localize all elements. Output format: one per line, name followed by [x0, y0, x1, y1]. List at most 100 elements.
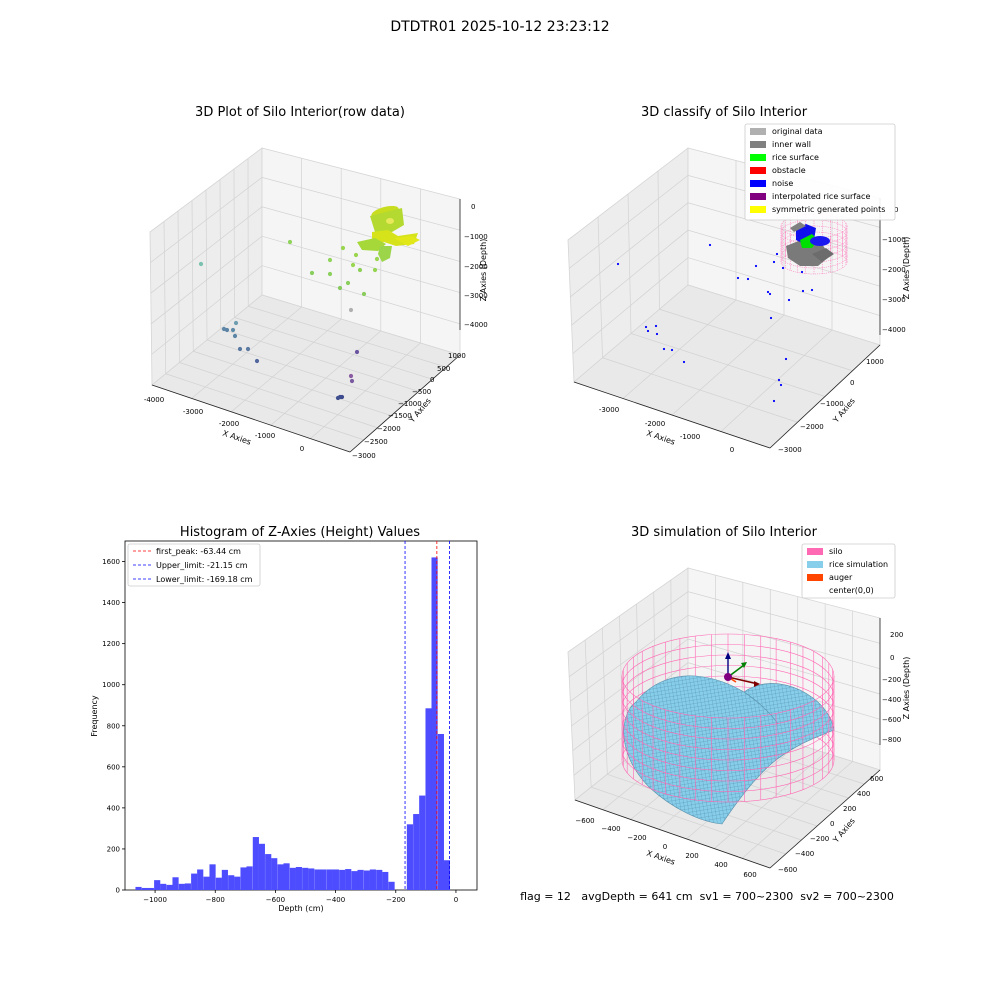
data-point [233, 320, 239, 326]
panel-title: Histogram of Z-Axies (Height) Values [180, 525, 420, 540]
panel-title: 3D classify of Silo Interior [641, 105, 808, 120]
mesh-line [623, 731, 834, 772]
legend-swatch [750, 167, 766, 174]
y-tick-label: 1000 [448, 352, 466, 360]
mesh-line [623, 675, 834, 707]
data-point [245, 346, 251, 352]
grid-line [571, 638, 881, 727]
y-axis-line [769, 769, 881, 869]
x-tick-label: −1000 [143, 896, 167, 904]
legend-label: rice surface [772, 153, 819, 162]
data-point [654, 324, 658, 328]
grid-line [205, 189, 208, 341]
mesh-line [671, 675, 702, 824]
silo-ring [780, 243, 848, 269]
y-tick-label: −3000 [352, 452, 376, 460]
data-point [232, 333, 238, 339]
grid-line [150, 235, 461, 325]
histogram-bar [240, 867, 247, 890]
y-tick-label: −1000 [398, 400, 422, 408]
histogram-bar [147, 887, 154, 890]
data-point [670, 348, 674, 352]
data-point [237, 346, 243, 352]
x-tick-label: 200 [685, 852, 698, 860]
data-point [800, 270, 804, 274]
data-point [644, 325, 648, 329]
grid-line [219, 179, 222, 329]
y-axis-line [769, 344, 881, 449]
grid-line [568, 591, 881, 677]
legend-label: interpolated rice surface [772, 192, 870, 201]
mesh-line [667, 675, 698, 824]
x-tick-label: -2000 [219, 420, 239, 428]
y-tick-label: 0 [850, 379, 854, 387]
y-tick-label: 800 [107, 722, 120, 730]
grid-line [659, 308, 853, 372]
histogram-bar [314, 869, 321, 890]
data-point [345, 280, 351, 286]
data-point [772, 260, 776, 264]
x-tick-label: -3000 [183, 408, 203, 416]
histogram-bar [191, 873, 198, 890]
y-tick-label: −600 [778, 866, 797, 874]
histogram-bar [431, 557, 438, 890]
legend-label: Lower_limit: -169.18 cm [156, 575, 253, 584]
data-point [339, 394, 345, 400]
grid-line [234, 317, 433, 380]
data-point [810, 288, 814, 292]
x-tick-label: −200 [627, 834, 646, 842]
y-tick-label: −3000 [778, 446, 802, 454]
histogram-bar [135, 886, 142, 890]
data-point [779, 383, 783, 387]
y-tick-label: −400 [795, 850, 814, 858]
histogram-bar [203, 876, 210, 890]
panel-simulation-3d: 3D simulation of Silo Interior −600 −400… [567, 525, 911, 879]
mesh-line [623, 699, 834, 740]
y-axis-label: Y Axies [831, 816, 857, 845]
z-tick-label: −4000 [882, 326, 906, 334]
histogram-bars [135, 557, 450, 890]
z-tick-label: −3000 [882, 296, 906, 304]
y-tick-label: 1400 [102, 599, 120, 607]
y-tick-label: −500 [412, 388, 431, 396]
legend-swatch [807, 548, 823, 555]
data-point [777, 378, 781, 382]
y-tick-label: 0 [430, 376, 434, 384]
histogram-bar [252, 837, 259, 890]
grid-line [597, 216, 603, 358]
data-point [784, 357, 788, 361]
z-axis-label: Z Axies (Depth) [902, 237, 911, 300]
z-tick-label: 0 [471, 203, 475, 211]
histogram-bar [419, 795, 426, 890]
grid-line [602, 357, 798, 423]
data-point [769, 316, 773, 320]
x-tick-label: −800 [206, 896, 225, 904]
y-axis-label: Frequency [90, 695, 99, 737]
y-tick-label: 1600 [102, 558, 120, 566]
z-tick-label: −4000 [464, 321, 488, 329]
legend-swatch [750, 128, 766, 135]
z-tick-label: −200 [882, 676, 901, 684]
grid-line [630, 333, 826, 397]
x-tick-label: 0 [730, 446, 734, 454]
status-footer: flag = 12 avgDepth = 641 cm sv1 = 700~23… [520, 890, 894, 903]
y-tick-label: 500 [437, 365, 450, 373]
mesh-line [623, 709, 834, 751]
noise-points [616, 243, 814, 403]
data-point [655, 332, 659, 336]
histogram-bar [345, 869, 352, 890]
x-tick-label: -2000 [645, 420, 665, 428]
histogram-bar [437, 733, 444, 890]
histogram-bar [215, 877, 222, 890]
histogram-bar [295, 867, 302, 890]
data-point [736, 276, 740, 280]
y-tick-label: 0 [116, 887, 120, 895]
mesh-line [623, 724, 834, 765]
histogram-bar [197, 869, 204, 890]
z-tick-label: 0 [894, 206, 898, 214]
mesh-line [701, 675, 732, 824]
legend-swatch [807, 574, 823, 581]
histogram-bar [357, 869, 364, 890]
panel-histogram: Histogram of Z-Axies (Height) Values −10… [90, 525, 478, 913]
